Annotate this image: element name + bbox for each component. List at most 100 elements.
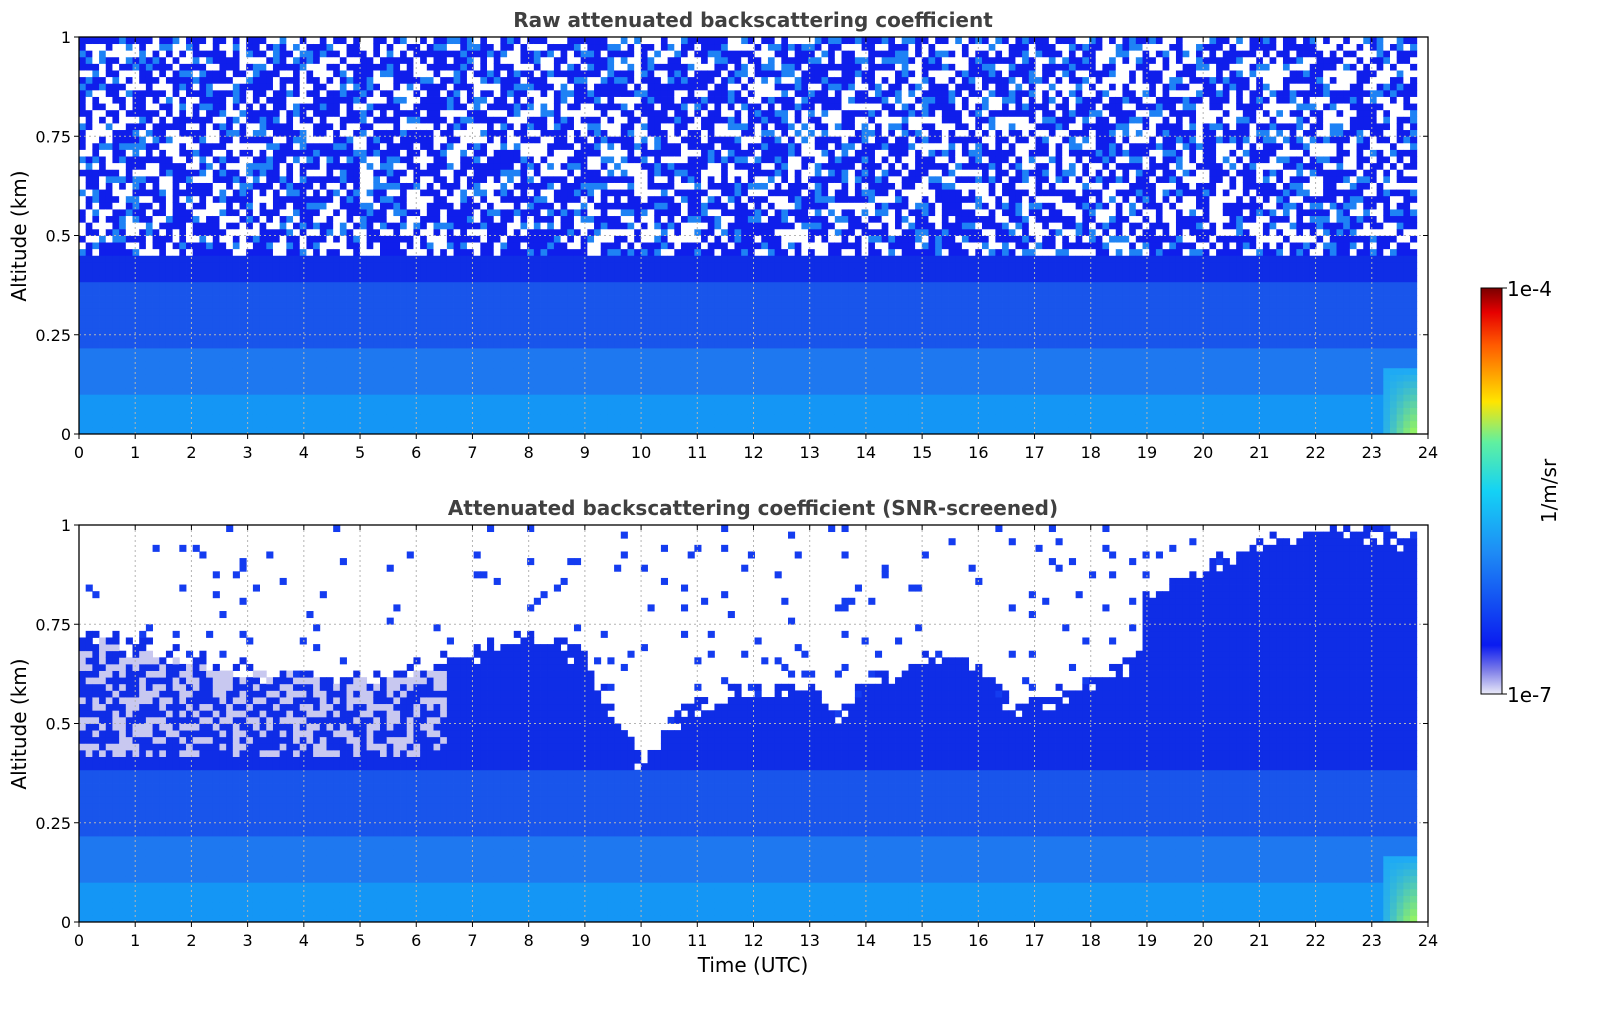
heatmap-cell bbox=[105, 202, 113, 210]
heatmap-cell bbox=[272, 189, 281, 197]
heatmap-cell bbox=[179, 328, 187, 336]
heatmap-cell bbox=[487, 50, 495, 58]
heatmap-cell bbox=[433, 149, 441, 157]
heatmap-cell bbox=[413, 37, 421, 45]
heatmap-cell bbox=[567, 341, 575, 349]
heatmap-cell bbox=[339, 275, 347, 283]
heatmap-cell bbox=[145, 149, 153, 157]
heatmap-cell bbox=[513, 169, 521, 177]
heatmap-cell bbox=[199, 394, 207, 402]
heatmap-cell bbox=[232, 407, 240, 415]
heatmap-cell bbox=[473, 76, 481, 84]
heatmap-cell bbox=[92, 195, 100, 203]
heatmap-cell bbox=[152, 116, 160, 124]
heatmap-cell bbox=[466, 70, 475, 78]
heatmap-cell bbox=[460, 347, 468, 355]
heatmap-cell bbox=[219, 63, 227, 71]
heatmap-cell bbox=[446, 109, 454, 117]
heatmap-cell bbox=[119, 308, 127, 316]
heatmap-cell bbox=[500, 169, 508, 177]
heatmap-cell bbox=[573, 308, 582, 316]
heatmap-cell bbox=[386, 228, 394, 236]
heatmap-cell bbox=[547, 381, 555, 389]
heatmap-cell bbox=[433, 123, 441, 131]
heatmap-cell bbox=[319, 37, 327, 45]
heatmap-cell bbox=[132, 328, 140, 336]
heatmap-cell bbox=[152, 314, 160, 322]
heatmap-cell bbox=[313, 43, 321, 51]
heatmap-cell bbox=[259, 96, 267, 104]
heatmap-cell bbox=[92, 301, 100, 309]
heatmap-cell bbox=[179, 268, 187, 276]
heatmap-cell bbox=[406, 202, 414, 210]
heatmap-cell bbox=[266, 129, 274, 137]
heatmap-cell bbox=[326, 156, 334, 164]
heatmap-cell bbox=[246, 281, 254, 289]
heatmap-cell bbox=[386, 195, 394, 203]
heatmap-cell bbox=[79, 195, 87, 203]
heatmap-cell bbox=[594, 209, 602, 217]
heatmap-cell bbox=[219, 321, 227, 329]
heatmap-cell bbox=[99, 387, 107, 395]
heatmap-cell bbox=[232, 222, 240, 230]
heatmap-cell bbox=[226, 70, 234, 78]
heatmap-cell bbox=[346, 89, 354, 97]
heatmap-cell bbox=[413, 222, 421, 230]
heatmap-cell bbox=[286, 407, 294, 415]
heatmap-cell bbox=[513, 83, 521, 91]
heatmap-cell bbox=[540, 129, 548, 137]
heatmap-cell bbox=[614, 162, 622, 170]
heatmap-cell bbox=[440, 374, 448, 382]
heatmap-cell bbox=[286, 288, 294, 296]
heatmap-cell bbox=[587, 195, 595, 203]
heatmap-cell bbox=[246, 347, 254, 355]
heatmap-cell bbox=[460, 374, 468, 382]
heatmap-cell bbox=[500, 367, 508, 375]
heatmap-cell bbox=[152, 89, 160, 97]
heatmap-cell bbox=[359, 381, 368, 389]
heatmap-cell bbox=[580, 301, 588, 309]
heatmap-cell bbox=[553, 43, 561, 51]
heatmap-cell bbox=[493, 142, 501, 150]
heatmap-cell bbox=[252, 83, 260, 91]
heatmap-cell bbox=[119, 394, 127, 402]
heatmap-cell bbox=[507, 109, 515, 117]
heatmap-cell bbox=[426, 142, 434, 150]
heatmap-cell bbox=[600, 56, 608, 64]
heatmap-cell bbox=[85, 361, 93, 369]
heatmap-cell bbox=[533, 328, 541, 336]
heatmap-cell bbox=[139, 83, 147, 91]
heatmap-cell bbox=[306, 202, 314, 210]
heatmap-cell bbox=[580, 70, 588, 78]
heatmap-cell bbox=[353, 427, 361, 435]
heatmap-cell bbox=[99, 189, 107, 197]
heatmap-cell bbox=[413, 70, 421, 78]
heatmap-cell bbox=[413, 142, 421, 150]
heatmap-cell bbox=[480, 288, 488, 296]
heatmap-cell bbox=[139, 215, 147, 223]
heatmap-cell bbox=[560, 175, 568, 183]
heatmap-cell bbox=[353, 142, 361, 150]
heatmap-cell bbox=[186, 156, 194, 164]
heatmap-cell bbox=[547, 295, 555, 303]
heatmap-cell bbox=[580, 37, 588, 45]
heatmap-cell bbox=[186, 321, 194, 329]
heatmap-cell bbox=[252, 301, 260, 309]
heatmap-cell bbox=[319, 222, 327, 230]
heatmap-cell bbox=[125, 281, 133, 289]
heatmap-cell bbox=[286, 261, 294, 269]
heatmap-cell bbox=[85, 301, 93, 309]
heatmap-cell bbox=[614, 63, 622, 71]
heatmap-cell bbox=[346, 420, 354, 428]
heatmap-cell bbox=[480, 420, 488, 428]
heatmap-cell bbox=[339, 195, 347, 203]
heatmap-cell bbox=[553, 288, 561, 296]
heatmap-cell bbox=[359, 202, 368, 210]
heatmap-cell bbox=[547, 414, 555, 422]
heatmap-cell bbox=[266, 295, 274, 303]
heatmap-cell bbox=[159, 116, 167, 124]
heatmap-cell bbox=[500, 202, 508, 210]
heatmap-cell bbox=[232, 261, 240, 269]
heatmap-cell bbox=[500, 414, 508, 422]
heatmap-cell bbox=[212, 427, 220, 435]
